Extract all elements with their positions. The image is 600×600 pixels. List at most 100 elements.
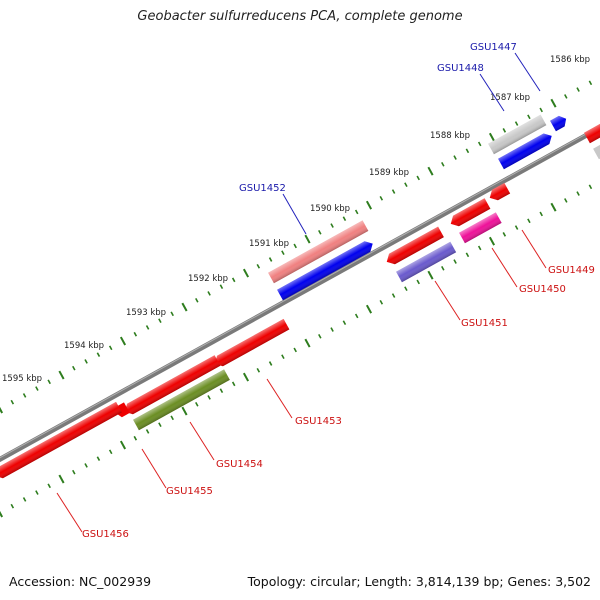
gene-gsu1451-red[interactable] [384, 226, 444, 268]
gene-gsu1451[interactable] [396, 241, 457, 283]
outer-tick-5 [58, 370, 65, 380]
gene-gsu1452[interactable] [268, 220, 369, 284]
scale-label-1588: 1588 kbp [430, 131, 470, 141]
gene-gsu1454[interactable] [133, 369, 230, 431]
outer-tick-30 [365, 200, 373, 210]
inner-tick-17 [207, 395, 211, 400]
inner-tick-20 [242, 372, 250, 382]
inner-tick-36 [441, 266, 445, 271]
leader-gsu1450 [491, 247, 518, 288]
outer-tick-16 [195, 297, 199, 303]
scale-label-1591: 1591 kbp [249, 239, 289, 249]
inner-tick-7 [84, 463, 88, 468]
inner-tick-1 [10, 503, 15, 509]
label-gsu1455[interactable]: GSU1455 [166, 486, 213, 497]
scale-label-1590: 1590 kbp [310, 204, 350, 214]
label-gsu1452[interactable]: GSU1452 [239, 183, 286, 194]
gene-gsu1448[interactable] [498, 131, 555, 170]
outer-tick-48 [588, 80, 593, 86]
outer-tick-26 [318, 229, 322, 235]
inner-tick-5 [58, 474, 65, 484]
inner-tick-25 [304, 338, 311, 348]
label-gsu1456[interactable]: GSU1456 [82, 529, 129, 540]
gene-gsu1456[interactable] [0, 401, 122, 481]
inner-tick-16 [195, 401, 199, 407]
scale-label-1595: 1595 kbp [2, 374, 42, 384]
gene-gsu1450[interactable] [459, 212, 502, 244]
outer-tick-13 [158, 318, 162, 323]
inner-tick-45 [550, 202, 557, 212]
label-gsu1454[interactable]: GSU1454 [216, 459, 263, 470]
inner-tick-28 [342, 320, 347, 326]
outer-tick-1 [10, 399, 15, 405]
inner-tick-23 [281, 354, 285, 360]
leader-gsu1447 [514, 52, 541, 92]
gene-gsu1455[interactable] [122, 355, 221, 417]
label-gsu1449[interactable]: GSU1449 [548, 265, 595, 276]
outer-tick-45 [550, 98, 557, 108]
outer-tick-25 [304, 234, 311, 244]
outer-tick-23 [281, 250, 285, 256]
inner-tick-0 [0, 510, 4, 518]
scale-label-1587: 1587 kbp [490, 93, 530, 103]
inner-tick-24 [293, 347, 297, 353]
scale-label-1586: 1586 kbp [550, 55, 590, 65]
genome-backbone [0, 124, 600, 463]
label-gsu1447[interactable]: GSU1447 [470, 42, 517, 53]
inner-tick-35 [427, 270, 434, 280]
outer-tick-15 [181, 302, 188, 312]
outer-tick-38 [465, 148, 470, 154]
outer-tick-9 [108, 345, 113, 351]
inner-tick-38 [465, 252, 470, 258]
outer-tick-43 [527, 114, 531, 120]
gene-gsu1449-mid[interactable] [448, 198, 491, 229]
inner-tick-30 [365, 304, 373, 314]
inner-tick-32 [391, 293, 396, 298]
outer-tick-29 [354, 209, 359, 215]
outer-tick-11 [133, 331, 138, 337]
outer-tick-2 [22, 393, 27, 398]
leader-gsu1455 [141, 448, 167, 489]
scale-label-1592: 1592 kbp [188, 274, 228, 284]
inner-tick-27 [330, 327, 334, 332]
inner-tick-41 [502, 232, 507, 237]
outer-tick-22 [268, 257, 273, 262]
outer-tick-3 [35, 386, 39, 391]
outer-tick-37 [453, 155, 457, 160]
inner-tick-42 [514, 225, 519, 230]
gene-edge-red[interactable] [584, 123, 600, 144]
gene-gsu1449[interactable] [487, 182, 511, 203]
outer-tick-12 [145, 325, 150, 330]
inner-tick-6 [72, 469, 76, 475]
outer-tick-20 [242, 268, 250, 278]
label-gsu1451[interactable]: GSU1451 [461, 318, 508, 329]
scale-label-1589: 1589 kbp [369, 168, 409, 178]
outer-tick-42 [514, 121, 519, 126]
outer-tick-33 [404, 182, 408, 188]
outer-tick-40 [488, 132, 496, 142]
label-gsu1453[interactable]: GSU1453 [295, 416, 342, 427]
leader-gsu1448 [479, 73, 505, 112]
leader-gsu1456 [56, 492, 83, 533]
label-gsu1450[interactable]: GSU1450 [519, 284, 566, 295]
inner-tick-37 [453, 259, 457, 264]
inner-tick-2 [22, 497, 27, 502]
inner-tick-19 [231, 381, 236, 387]
genome-title: Geobacter sulfurreducens PCA, complete g… [137, 9, 463, 24]
inner-tick-3 [35, 490, 39, 495]
genome-backbone-highlight [0, 125, 600, 459]
inner-tick-8 [96, 456, 101, 461]
gene-gsu1453[interactable] [212, 318, 290, 369]
outer-tick-18 [219, 284, 224, 289]
outer-tick-0 [0, 406, 4, 414]
gene-gsu1447[interactable] [488, 114, 547, 155]
inner-tick-44 [539, 211, 543, 217]
outer-tick-41 [502, 128, 507, 133]
label-gsu1448[interactable]: GSU1448 [437, 63, 484, 74]
inner-tick-39 [477, 245, 482, 251]
outer-tick-39 [477, 141, 482, 147]
gene-gsu1452-pair[interactable] [277, 238, 376, 301]
gene-gsu1447-arrow[interactable] [550, 113, 569, 132]
gene-edge-gray[interactable] [593, 139, 600, 160]
